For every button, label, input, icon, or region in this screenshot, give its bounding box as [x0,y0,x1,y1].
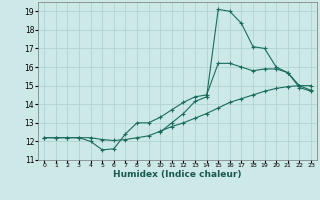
X-axis label: Humidex (Indice chaleur): Humidex (Indice chaleur) [113,170,242,179]
